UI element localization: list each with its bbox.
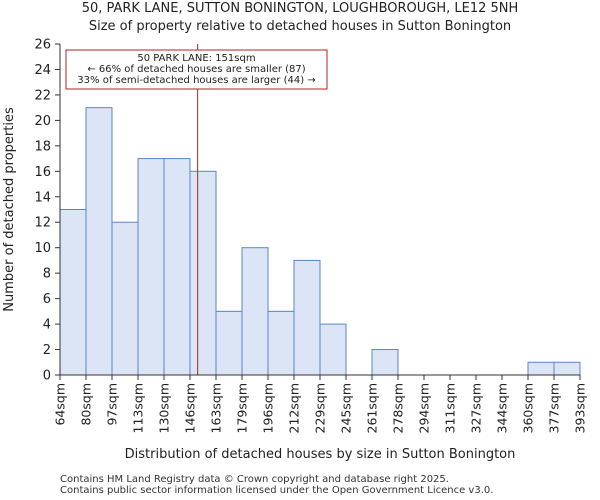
x-tick-label: 130sqm bbox=[157, 383, 172, 433]
x-tick-label: 212sqm bbox=[287, 383, 302, 433]
x-tick-label: 146sqm bbox=[183, 383, 198, 433]
bar-196sqm bbox=[267, 310, 295, 376]
x-tick-label: 196sqm bbox=[261, 383, 276, 433]
bar-64sqm bbox=[59, 209, 87, 376]
x-tick-label: 64sqm bbox=[53, 383, 68, 426]
chart-title-address: 50, PARK LANE, SUTTON BONINGTON, LOUGHBO… bbox=[81, 1, 519, 16]
bar-261sqm bbox=[371, 349, 399, 376]
y-tick-label: 4 bbox=[43, 318, 51, 333]
bar-163sqm bbox=[215, 310, 243, 376]
bar-146sqm bbox=[189, 170, 217, 376]
x-tick-label: 294sqm bbox=[417, 383, 432, 433]
annotation-larger-text: 33% of semi-detached houses are larger (… bbox=[77, 75, 315, 86]
bars bbox=[59, 107, 581, 376]
bar-179sqm bbox=[241, 247, 269, 376]
y-tick-label: 10 bbox=[34, 241, 51, 256]
bar-229sqm bbox=[319, 323, 347, 376]
x-axis-label: Distribution of detached houses by size … bbox=[125, 447, 516, 462]
bar-360sqm bbox=[527, 361, 555, 376]
y-tick-label: 14 bbox=[34, 190, 51, 205]
chart-title: Size of property relative to detached ho… bbox=[88, 19, 512, 34]
bar-97sqm bbox=[111, 221, 139, 376]
x-tick-label: 278sqm bbox=[391, 383, 406, 433]
x-tick-label: 311sqm bbox=[443, 383, 458, 433]
y-tick-label: 20 bbox=[34, 114, 51, 129]
footer-copyright: Contains HM Land Registry data © Crown c… bbox=[60, 474, 449, 485]
x-tick-label: 393sqm bbox=[573, 383, 588, 433]
x-tick-label: 97sqm bbox=[105, 383, 120, 426]
bar-130sqm bbox=[163, 158, 191, 376]
footer-licence: Contains public sector information licen… bbox=[60, 485, 494, 496]
annotation-label: 50 PARK LANE: 151sqm bbox=[137, 53, 255, 64]
y-tick-label: 26 bbox=[34, 38, 51, 53]
y-tick-label: 0 bbox=[43, 369, 51, 384]
bar-377sqm bbox=[553, 361, 581, 376]
y-tick-label: 16 bbox=[34, 165, 51, 180]
y-tick-label: 22 bbox=[34, 88, 51, 103]
annotation-box: 50 PARK LANE: 151sqm ← 66% of detached h… bbox=[65, 49, 328, 90]
y-axis-label: Number of detached properties bbox=[2, 107, 17, 312]
y-tick-label: 8 bbox=[43, 267, 51, 282]
x-tick-label: 344sqm bbox=[495, 383, 510, 433]
x-tick-label: 179sqm bbox=[235, 383, 250, 433]
x-tick-label: 360sqm bbox=[521, 383, 536, 433]
y-tick-label: 12 bbox=[34, 216, 51, 231]
bar-80sqm bbox=[85, 107, 113, 376]
x-tick-label: 163sqm bbox=[209, 383, 224, 433]
annotation-box-frame bbox=[65, 49, 328, 90]
x-tick-label: 245sqm bbox=[339, 383, 354, 433]
y-tick-label: 24 bbox=[34, 63, 51, 78]
x-tick-label: 261sqm bbox=[365, 383, 380, 433]
x-tick-label: 80sqm bbox=[79, 383, 94, 426]
bar-212sqm bbox=[293, 259, 321, 376]
y-tick-label: 18 bbox=[34, 139, 51, 154]
x-tick-label: 229sqm bbox=[313, 383, 328, 433]
bar-113sqm bbox=[137, 158, 165, 376]
x-tick-label: 113sqm bbox=[131, 383, 146, 433]
x-tick-label: 377sqm bbox=[547, 383, 562, 433]
annotation-smaller-text: ← 66% of detached houses are smaller (87… bbox=[87, 64, 305, 75]
y-tick-label: 6 bbox=[43, 292, 51, 307]
x-tick-label: 327sqm bbox=[469, 383, 484, 433]
y-tick-label: 2 bbox=[43, 343, 51, 358]
